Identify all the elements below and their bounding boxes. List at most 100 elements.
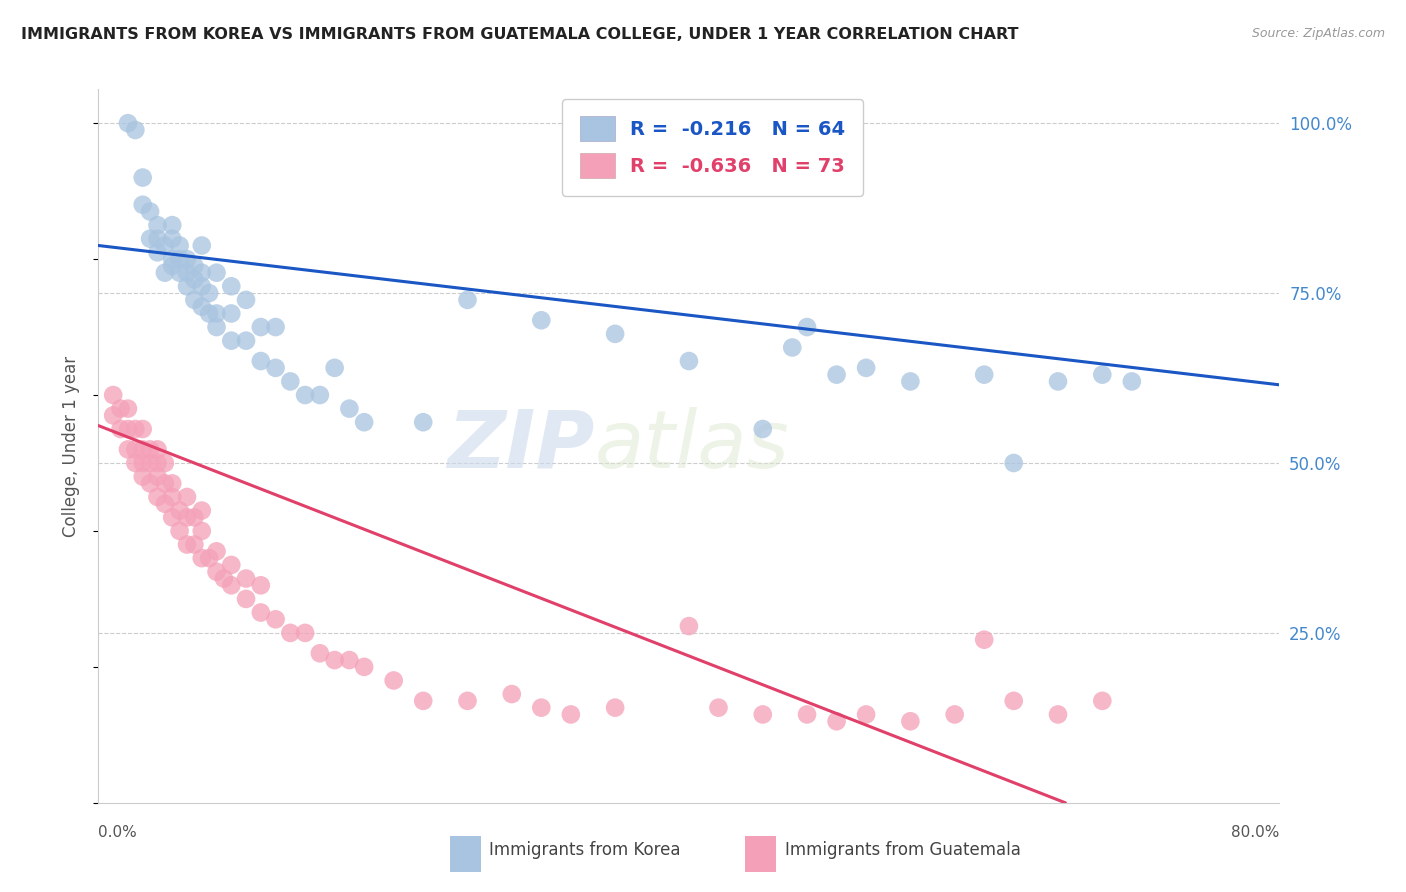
Point <box>153 266 176 280</box>
Point <box>900 714 922 729</box>
Point <box>353 660 375 674</box>
Point <box>198 551 221 566</box>
Point <box>205 544 228 558</box>
Point <box>235 293 257 307</box>
Bar <box>450 836 481 872</box>
Point <box>176 252 198 266</box>
Point <box>456 293 478 307</box>
Point <box>103 388 125 402</box>
Point <box>162 252 183 266</box>
Point <box>250 606 273 620</box>
Point <box>264 320 287 334</box>
Point <box>132 456 155 470</box>
Point <box>162 476 183 491</box>
Text: 0.0%: 0.0% <box>98 825 138 840</box>
Point <box>219 578 242 592</box>
Point <box>124 456 146 470</box>
Point <box>103 409 125 423</box>
Point <box>219 558 242 572</box>
Point <box>191 238 214 252</box>
Point <box>169 524 191 538</box>
Point <box>183 272 205 286</box>
Point <box>605 326 627 341</box>
Point <box>339 653 360 667</box>
Point <box>146 469 169 483</box>
Point <box>139 476 162 491</box>
Point <box>162 218 183 232</box>
Point <box>191 300 214 314</box>
Point <box>560 707 582 722</box>
Point <box>139 442 162 457</box>
Point <box>117 116 139 130</box>
Point <box>176 266 198 280</box>
Point <box>146 245 169 260</box>
Point <box>124 123 146 137</box>
Point <box>1121 375 1143 389</box>
Point <box>162 510 183 524</box>
Point <box>339 401 360 416</box>
Point <box>707 700 730 714</box>
Point <box>219 334 242 348</box>
Point <box>191 279 214 293</box>
Point <box>146 490 169 504</box>
Point <box>205 320 228 334</box>
Point <box>146 232 169 246</box>
Point <box>205 565 228 579</box>
Point <box>294 388 316 402</box>
Point <box>146 456 169 470</box>
Point <box>825 714 848 729</box>
Point <box>278 626 302 640</box>
Point <box>169 266 191 280</box>
Point <box>678 619 700 633</box>
Point <box>153 497 176 511</box>
Point <box>412 694 434 708</box>
Point <box>117 401 139 416</box>
Point <box>250 578 273 592</box>
Point <box>1046 707 1069 722</box>
Point <box>132 422 155 436</box>
Point <box>264 612 287 626</box>
Point <box>191 266 214 280</box>
Point <box>191 524 214 538</box>
Point <box>309 388 332 402</box>
Point <box>309 646 332 660</box>
Point <box>382 673 405 688</box>
Text: atlas: atlas <box>595 407 789 485</box>
Point <box>1091 368 1114 382</box>
Y-axis label: College, Under 1 year: College, Under 1 year <box>62 355 80 537</box>
Point <box>530 700 553 714</box>
Point <box>205 306 228 320</box>
Point <box>796 320 818 334</box>
Point <box>235 572 257 586</box>
Point <box>132 170 155 185</box>
Point <box>855 360 877 375</box>
Point <box>183 259 205 273</box>
Point <box>900 375 922 389</box>
Text: IMMIGRANTS FROM KOREA VS IMMIGRANTS FROM GUATEMALA COLLEGE, UNDER 1 YEAR CORRELA: IMMIGRANTS FROM KOREA VS IMMIGRANTS FROM… <box>21 27 1018 42</box>
Point <box>117 442 139 457</box>
Point <box>1046 375 1069 389</box>
Point <box>110 401 132 416</box>
Text: Source: ZipAtlas.com: Source: ZipAtlas.com <box>1251 27 1385 40</box>
Point <box>235 591 257 606</box>
Point <box>1091 694 1114 708</box>
Point <box>124 442 146 457</box>
Point <box>162 259 183 273</box>
Point <box>250 320 273 334</box>
Point <box>132 469 155 483</box>
Point <box>219 306 242 320</box>
Point <box>191 503 214 517</box>
Point <box>132 442 155 457</box>
Point <box>176 490 198 504</box>
Point <box>751 707 773 722</box>
Point <box>132 198 155 212</box>
Point <box>139 204 162 219</box>
Point <box>191 551 214 566</box>
Point <box>146 442 169 457</box>
Point <box>855 707 877 722</box>
Text: Immigrants from Guatemala: Immigrants from Guatemala <box>785 841 1021 859</box>
Point <box>825 368 848 382</box>
Text: ZIP: ZIP <box>447 407 595 485</box>
Point <box>412 415 434 429</box>
Legend: R =  -0.216   N = 64, R =  -0.636   N = 73: R = -0.216 N = 64, R = -0.636 N = 73 <box>562 99 863 195</box>
